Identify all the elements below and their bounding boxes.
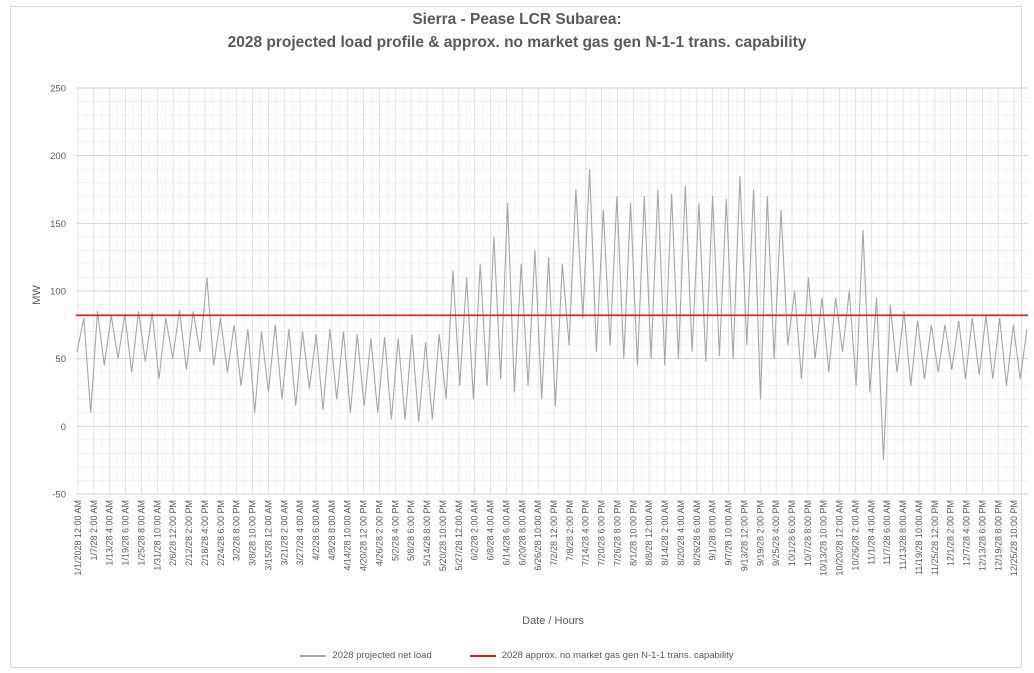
x-tick-label: 6/20/28 8:00 AM xyxy=(517,500,527,566)
x-tick-label: 1/1/2028 12:00 AM xyxy=(73,500,83,576)
x-axis: 1/1/2028 12:00 AM 1/7/28 2:00 AM 1/13/28 4… xyxy=(73,500,1019,576)
x-tick-label: 8/20/28 4:00 AM xyxy=(676,500,686,566)
x-tick-label: 1/7/28 2:00 AM xyxy=(89,500,99,561)
x-tick-label: 9/25/28 4:00 PM xyxy=(771,500,781,566)
y-tick-label: 0 xyxy=(61,422,66,433)
chart-title: Sierra - Pease LCR Subarea: 2028 project… xyxy=(0,8,1034,54)
x-tick-label: 4/8/28 8:00 AM xyxy=(327,500,337,561)
x-tick-label: 1/19/28 6:00 AM xyxy=(121,500,131,566)
chart-legend: 2028 projected net load 2028 approx. no … xyxy=(0,650,1034,661)
y-tick-label: -50 xyxy=(52,490,66,501)
x-tick-label: 7/20/28 6:00 PM xyxy=(597,500,607,566)
x-tick-label: 3/8/28 10:00 PM xyxy=(248,500,258,566)
x-tick-label: 12/19/28 8:00 PM xyxy=(993,500,1003,571)
x-tick-label: 1/31/28 10:00 AM xyxy=(152,500,162,571)
y-tick-label: 200 xyxy=(50,151,66,162)
x-tick-label: 5/14/28 8:00 PM xyxy=(422,500,432,566)
x-tick-label: 4/14/28 10:00 AM xyxy=(343,500,353,571)
legend-label-capability: 2028 approx. no market gas gen N-1-1 tra… xyxy=(501,650,734,661)
x-tick-label: 8/8/28 12:00 AM xyxy=(644,500,654,566)
x-tick-label: 12/13/28 6:00 PM xyxy=(977,500,987,571)
x-tick-label: 1/13/28 4:00 AM xyxy=(105,500,115,566)
x-tick-label: 2/12/28 2:00 PM xyxy=(184,500,194,566)
x-tick-label: 12/7/28 4:00 PM xyxy=(962,500,972,566)
x-tick-label: 11/7/28 6:00 AM xyxy=(882,500,892,565)
x-tick-label: 6/8/28 4:00 AM xyxy=(486,500,496,561)
x-tick-label: 7/8/28 2:00 PM xyxy=(565,500,575,561)
x-tick-label: 12/25/28 10:00 PM xyxy=(1009,500,1019,576)
x-tick-label: 2/18/28 4:00 PM xyxy=(200,500,210,566)
x-tick-label: 8/1/28 10:00 PM xyxy=(628,500,638,566)
x-tick-label: 3/15/28 12:00 AM xyxy=(263,500,273,571)
x-tick-label: 4/20/28 12:00 PM xyxy=(359,500,369,571)
x-tick-label: 9/13/28 12:00 PM xyxy=(739,500,749,571)
x-tick-label: 9/1/28 8:00 AM xyxy=(708,500,718,561)
x-tick-label: 12/1/28 2:00 PM xyxy=(946,500,956,566)
x-tick-label: 11/19/28 10:00 AM xyxy=(914,500,924,575)
x-tick-label: 10/20/28 12:00 AM xyxy=(835,500,845,576)
x-tick-label: 7/14/28 4:00 PM xyxy=(581,500,591,566)
x-tick-label: 11/1/28 4:00 AM xyxy=(866,500,876,565)
x-tick-label: 5/27/28 12:00 AM xyxy=(454,500,464,571)
x-tick-label: 10/1/28 6:00 PM xyxy=(787,500,797,566)
x-tick-label: 10/13/28 10:00 PM xyxy=(819,500,829,576)
chart-title-line-2: 2028 projected load profile & approx. no… xyxy=(227,34,807,51)
legend-item-net-load: 2028 projected net load xyxy=(300,650,432,661)
x-tick-label: 2/6/28 12:00 PM xyxy=(168,500,178,566)
x-tick-label: 10/26/28 2:00 AM xyxy=(850,500,860,571)
x-tick-label: 6/26/28 10:00 AM xyxy=(533,500,543,571)
x-tick-label: 9/19/28 2:00 PM xyxy=(755,500,765,566)
x-tick-label: 11/25/28 12:00 PM xyxy=(930,500,940,575)
y-tick-label: 150 xyxy=(50,219,66,230)
x-tick-label: 6/14/28 6:00 AM xyxy=(501,500,511,566)
y-axis: -50 0 50 100 150 200 250 xyxy=(50,84,66,501)
chart-grid xyxy=(76,87,1028,495)
x-tick-label: 7/26/28 8:00 PM xyxy=(612,500,622,566)
legend-swatch-net-load xyxy=(300,654,327,657)
x-tick-label: 10/7/28 8:00 PM xyxy=(803,500,813,566)
x-tick-label: 1/25/28 8:00 AM xyxy=(136,500,146,566)
x-tick-label: 4/26/28 2:00 PM xyxy=(374,500,384,566)
y-tick-label: 250 xyxy=(50,84,66,95)
x-tick-label: 5/8/28 6:00 PM xyxy=(406,500,416,561)
x-tick-label: 6/2/28 2:00 AM xyxy=(470,500,480,561)
chart-title-line-1: Sierra - Pease LCR Subarea: xyxy=(412,11,622,28)
x-tick-label: 9/7/28 10:00 AM xyxy=(724,500,734,566)
y-tick-label: 100 xyxy=(50,287,66,298)
y-tick-label: 50 xyxy=(55,354,66,365)
x-tick-label: 11/13/28 8:00 AM xyxy=(898,500,908,570)
x-tick-label: 7/2/28 12:00 PM xyxy=(549,500,559,566)
legend-swatch-capability xyxy=(469,654,496,657)
legend-label-net-load: 2028 projected net load xyxy=(332,650,432,661)
x-tick-label: 8/14/28 2:00 AM xyxy=(660,500,670,566)
x-tick-label: 2/24/28 6:00 PM xyxy=(216,500,226,566)
chart-area xyxy=(10,6,1022,668)
x-tick-label: 5/2/28 4:00 PM xyxy=(390,500,400,561)
x-tick-label: 5/20/28 10:00 PM xyxy=(438,500,448,571)
x-tick-label: 3/2/28 8:00 PM xyxy=(232,500,242,561)
x-tick-label: 4/2/28 6:00 AM xyxy=(311,500,321,561)
x-tick-label: 3/27/28 4:00 AM xyxy=(295,500,305,566)
y-axis-label: MW xyxy=(31,285,43,305)
series-net-load-line xyxy=(76,169,1028,461)
x-tick-label: 3/21/28 2:00 AM xyxy=(279,500,289,566)
plot-area xyxy=(76,169,1028,461)
x-tick-label: 8/26/28 6:00 AM xyxy=(692,500,702,566)
legend-item-capability: 2028 approx. no market gas gen N-1-1 tra… xyxy=(469,650,734,661)
x-axis-label: Date / Hours xyxy=(522,615,584,627)
